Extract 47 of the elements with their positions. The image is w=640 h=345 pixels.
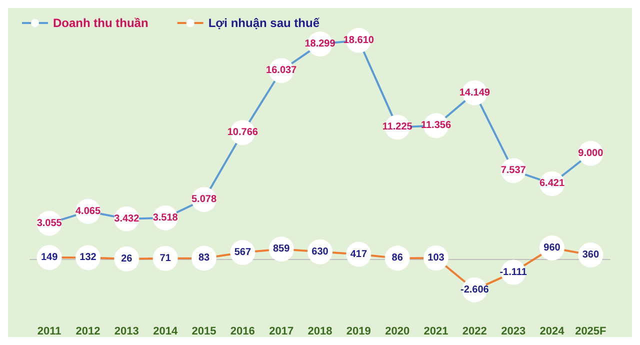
data-label: 9.000 [578,148,604,159]
data-label: 3.432 [114,213,140,224]
x-tick-label: 2025F [575,326,607,338]
data-label: 859 [272,244,290,255]
x-tick-label: 2023 [501,326,526,338]
x-tick-label: 2017 [269,326,294,338]
x-tick-label: 2018 [308,326,332,338]
x-tick-label: 2022 [462,326,487,338]
data-label: 960 [544,242,561,254]
data-label: 567 [234,247,252,258]
data-label: 83 [198,252,210,264]
data-label: -1.111 [500,266,528,278]
data-label: 132 [80,252,97,264]
x-tick-label: 2021 [424,326,448,338]
x-tick-label: 2012 [76,326,100,338]
data-label: 417 [350,248,368,260]
data-label: 86 [392,252,404,264]
data-label: 14.149 [459,87,490,98]
data-label: 103 [428,252,445,264]
data-label: 18.299 [304,38,336,50]
data-label: 18.610 [343,34,374,46]
data-label: 149 [40,252,58,263]
data-label: 11.225 [382,122,413,133]
x-tick-label: 2024 [540,326,566,338]
data-label: -2.606 [460,284,490,296]
data-label: 10.766 [227,127,258,138]
data-label: 6.421 [539,178,565,190]
data-label: 630 [312,246,329,258]
data-label: 5.078 [191,194,217,205]
data-label: 26 [121,253,133,264]
data-label: 16.037 [266,65,298,76]
x-tick-label: 2014 [153,326,178,338]
data-label: 3.518 [152,212,178,224]
data-label: 7.537 [500,165,526,176]
data-label: 4.065 [75,206,101,217]
data-label: 11.356 [420,120,452,132]
data-label: 71 [160,252,172,264]
x-tick-label: 2020 [385,326,410,338]
data-label: 3.055 [36,218,62,229]
legend-label: Lợi nhuận sau thuế [208,16,320,30]
x-tick-label: 2011 [37,326,62,338]
legend-label: Doanh thu thuần [53,16,148,30]
data-label: 360 [582,249,600,260]
x-tick-label: 2016 [230,326,255,338]
x-tick-label: 2015 [192,326,216,338]
x-tick-label: 2019 [346,326,371,338]
x-tick-label: 2013 [114,326,139,338]
